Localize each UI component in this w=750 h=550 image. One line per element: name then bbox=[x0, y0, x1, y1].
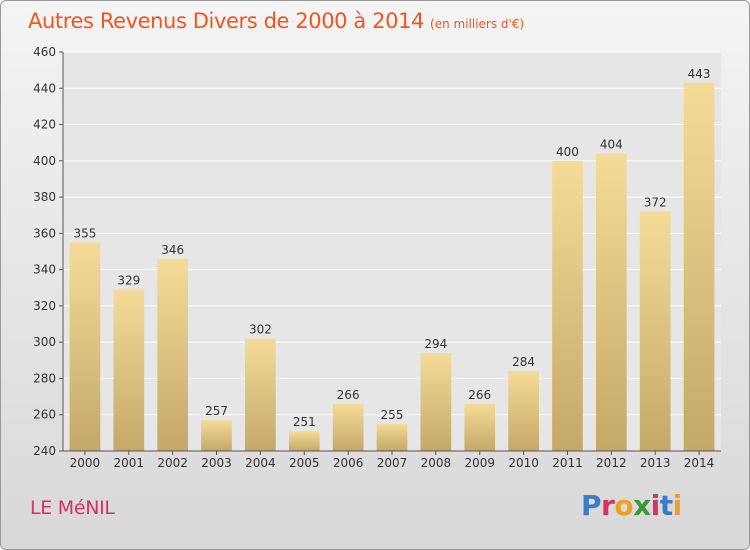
y-tick-label: 240 bbox=[33, 444, 56, 458]
x-tick-label-2013: 2013 bbox=[640, 456, 671, 470]
value-label-2009: 266 bbox=[468, 388, 491, 402]
x-tick-label-2003: 2003 bbox=[201, 456, 232, 470]
bar-2001 bbox=[113, 289, 145, 451]
value-label-2002: 346 bbox=[161, 243, 184, 257]
value-label-2005: 251 bbox=[293, 415, 316, 429]
proxiti-logo[interactable]: Proxiti bbox=[581, 489, 682, 522]
logo-letter: i bbox=[650, 489, 661, 522]
unit-note: (en milliers d'€) bbox=[430, 17, 525, 31]
value-label-2007: 255 bbox=[381, 408, 404, 422]
logo-letter: o bbox=[614, 489, 634, 522]
value-label-2008: 294 bbox=[424, 337, 447, 351]
y-tick-label: 440 bbox=[33, 81, 56, 95]
bar-2000 bbox=[69, 242, 101, 451]
axes bbox=[59, 51, 721, 455]
logo-letter: P bbox=[581, 489, 602, 522]
bar-2011 bbox=[552, 160, 583, 451]
y-tick-label: 380 bbox=[33, 190, 56, 204]
chart-title-text: Autres Revenus Divers de 2000 à 2014 bbox=[28, 9, 425, 33]
bar-2010 bbox=[508, 371, 539, 451]
x-tick-label-2008: 2008 bbox=[421, 456, 452, 470]
value-label-2014: 443 bbox=[688, 67, 711, 81]
value-label-2012: 404 bbox=[600, 138, 623, 152]
value-label-2000: 355 bbox=[73, 226, 96, 240]
commune-name: LE MéNIL bbox=[30, 497, 115, 519]
x-tick-label-2009: 2009 bbox=[464, 456, 495, 470]
y-tick-label: 260 bbox=[33, 408, 56, 422]
y-tick-label: 460 bbox=[33, 45, 56, 59]
bar-2005 bbox=[288, 431, 320, 451]
x-tick-label-2002: 2002 bbox=[157, 456, 188, 470]
y-tick-label: 340 bbox=[33, 263, 56, 277]
value-label-2013: 372 bbox=[644, 196, 667, 210]
x-tick-label-2000: 2000 bbox=[70, 456, 101, 470]
value-label-2003: 257 bbox=[205, 404, 228, 418]
bar-2009 bbox=[464, 403, 496, 451]
logo-letter: x bbox=[633, 489, 651, 522]
y-tick-label: 300 bbox=[33, 335, 56, 349]
value-label-2010: 284 bbox=[512, 355, 535, 369]
logo-letter: i bbox=[672, 489, 683, 522]
bar-2014 bbox=[683, 82, 715, 451]
y-tick-label: 420 bbox=[33, 118, 56, 132]
y-tick-label: 360 bbox=[33, 226, 56, 240]
x-tick-label-2007: 2007 bbox=[377, 456, 408, 470]
value-label-2011: 400 bbox=[556, 145, 579, 159]
y-tick-label: 400 bbox=[33, 154, 56, 168]
bar-2008 bbox=[420, 353, 452, 451]
logo-letter: r bbox=[601, 489, 615, 522]
x-tick-label-2014: 2014 bbox=[684, 456, 715, 470]
bar-2013 bbox=[639, 211, 671, 451]
value-label-2006: 266 bbox=[337, 388, 360, 402]
bars bbox=[69, 82, 715, 451]
labels: 240 260 280 300 320 340 360 380 400 420 440 460 355 2… bbox=[33, 45, 714, 470]
value-label-2001: 329 bbox=[117, 274, 140, 288]
value-label-2004: 302 bbox=[249, 323, 272, 337]
x-tick-label-2012: 2012 bbox=[596, 456, 627, 470]
logo-letter: t bbox=[659, 489, 673, 522]
bar-2002 bbox=[157, 258, 189, 451]
bar-2006 bbox=[332, 403, 364, 451]
x-tick-label-2010: 2010 bbox=[508, 456, 539, 470]
bar-2003 bbox=[201, 420, 232, 451]
bar-2012 bbox=[595, 153, 627, 451]
chart-title: Autres Revenus Divers de 2000 à 2014 (en … bbox=[28, 9, 524, 33]
y-tick-label: 320 bbox=[33, 299, 56, 313]
bar-2007 bbox=[376, 423, 408, 451]
y-tick-label: 280 bbox=[33, 371, 56, 385]
x-tick-label-2001: 2001 bbox=[114, 456, 145, 470]
x-tick-label-2005: 2005 bbox=[289, 456, 320, 470]
bar-2004 bbox=[245, 338, 276, 451]
x-tick-label-2011: 2011 bbox=[552, 456, 583, 470]
x-tick-label-2006: 2006 bbox=[333, 456, 364, 470]
x-tick-label-2004: 2004 bbox=[245, 456, 276, 470]
